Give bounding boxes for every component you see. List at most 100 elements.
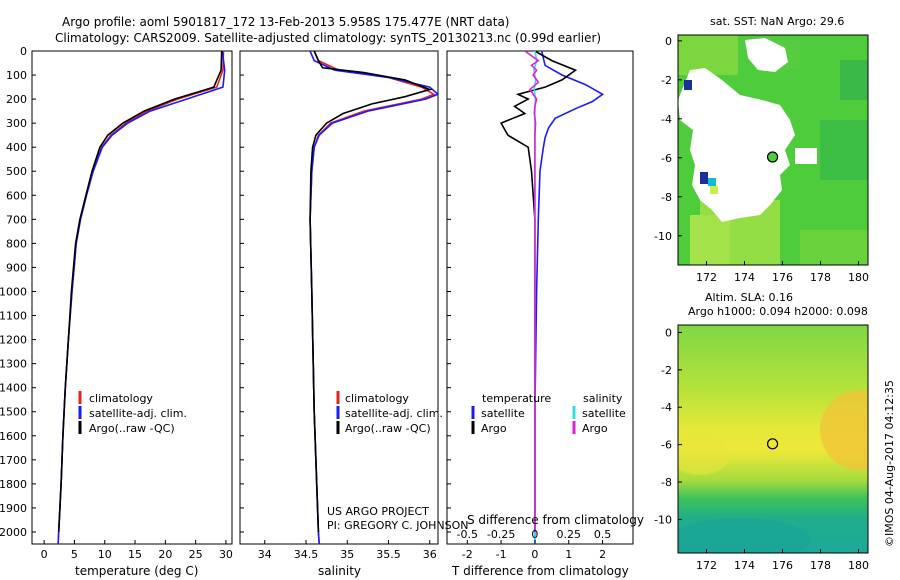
- legend-t-argo: Argo: [481, 422, 507, 435]
- map-x-tick-label: 178: [810, 559, 831, 572]
- depth-tick-label: 1500: [0, 406, 27, 419]
- difference-xlabel: T difference from climatology: [451, 564, 629, 578]
- map-y-tick-label: -4: [661, 401, 672, 414]
- s-tick-label: 0.25: [556, 528, 581, 541]
- difference-legend: temperature salinity satellite Argo sate…: [471, 392, 626, 435]
- legend-s-satellite: satellite: [582, 407, 626, 420]
- depth-tick-label: 1000: [0, 285, 27, 298]
- legend-argo: Argo(..raw -QC): [89, 422, 175, 435]
- difference-series: [499, 51, 605, 544]
- map-y-tick-label: -8: [661, 476, 672, 489]
- legend-satellite: satellite-adj. clim.: [89, 407, 187, 420]
- depth-tick-label: 200: [6, 93, 27, 106]
- depth-axis: 0 100 200 300 400 500 600 700 800 900 1000 1100 1200…: [0, 45, 451, 539]
- depth-tick-label: 1200: [0, 334, 27, 347]
- x-tick-label: -1: [496, 548, 507, 561]
- temperature-xlabel: temperature (deg C): [75, 564, 198, 578]
- salinity-legend: climatology satellite-adj. clim. Argo(..…: [336, 391, 443, 435]
- map-y-tick-label: -8: [661, 191, 672, 204]
- depth-tick-label: 300: [6, 117, 27, 130]
- salinity-panel: [239, 50, 439, 545]
- difference-panel: [446, 50, 634, 545]
- series-line-climatology: [309, 51, 436, 544]
- legend-climatology: climatology: [345, 392, 409, 405]
- x-tick-label: -2: [462, 548, 473, 561]
- map2-title-line1: Altim. SLA: 0.16: [705, 291, 793, 304]
- depth-tick-label: 1600: [0, 430, 27, 443]
- x-tick-label: 35: [340, 548, 354, 561]
- depth-tick-label: 600: [6, 189, 27, 202]
- x-tick-label: 25: [189, 548, 203, 561]
- x-tick-label: 15: [128, 548, 142, 561]
- map2-float-marker: [766, 438, 779, 450]
- map2-axes: 172 174 176 178 180 0 -2 -4 -6 -8 -10: [654, 326, 869, 572]
- series-line-s-argo: [524, 51, 540, 532]
- difference-xticks: -2 -1 0 1 2 -0.5 -0.25 0 0.25 0.5: [457, 528, 612, 561]
- map-y-tick-label: -10: [654, 230, 672, 243]
- map1-frame: [677, 34, 869, 266]
- map-x-tick-label: 180: [848, 271, 869, 284]
- series-line-t-argo: [499, 51, 578, 532]
- x-tick-label: 1: [565, 548, 572, 561]
- x-tick-label: 36: [423, 548, 437, 561]
- x-tick-label: 0: [41, 548, 48, 561]
- s-tick-label: 0.5: [594, 528, 612, 541]
- map-x-tick-label: 176: [772, 271, 793, 284]
- legend-argo: Argo(..raw -QC): [345, 422, 431, 435]
- header-line-1: Argo profile: aoml 5901817_172 13-Feb-20…: [62, 15, 509, 29]
- temperature-legend: climatology satellite-adj. clim. Argo(..…: [78, 391, 187, 435]
- s-tick-label: -0.5: [457, 528, 478, 541]
- depth-tick-label: 500: [6, 165, 27, 178]
- depth-tick-label: 800: [6, 237, 27, 250]
- legend-t-satellite: satellite: [481, 407, 525, 420]
- map-x-tick-label: 174: [734, 271, 755, 284]
- x-tick-label: 34.5: [294, 548, 319, 561]
- difference-top-xlabel: S difference from climatology: [467, 513, 644, 527]
- map-y-tick-label: 0: [665, 326, 672, 339]
- map-y-tick-label: 0: [665, 35, 672, 48]
- temperature-panel: [31, 50, 233, 545]
- temperature-series: [57, 51, 226, 544]
- depth-tick-label: 2000: [0, 526, 27, 539]
- series-line-argo-raw-qc-: [57, 51, 223, 533]
- x-tick-label: 34: [258, 548, 272, 561]
- x-tick-label: 35.5: [376, 548, 401, 561]
- footer-credit: ©IMOS 04-Aug-2017 04:12:35: [883, 380, 896, 547]
- map2-frame: [677, 324, 869, 554]
- map2-image: [678, 325, 868, 553]
- map-y-tick-label: -6: [661, 152, 672, 165]
- depth-tick-label: 1100: [0, 310, 27, 323]
- s-tick-label: -0.25: [487, 528, 515, 541]
- salinity-series: [309, 51, 438, 544]
- x-tick-label: 2: [599, 548, 606, 561]
- map1-float-marker: [766, 151, 779, 163]
- depth-tick-label: 400: [6, 141, 27, 154]
- depth-tick-label: 700: [6, 213, 27, 226]
- map-x-tick-label: 172: [696, 559, 717, 572]
- depth-tick-label: 100: [6, 69, 27, 82]
- temperature-xticks: 0 5 10 15 20 25 30: [41, 540, 233, 561]
- x-tick-label: 10: [98, 548, 112, 561]
- map-x-tick-label: 174: [734, 559, 755, 572]
- series-line-satellite-adj-clim-: [309, 51, 438, 544]
- x-tick-label: 30: [219, 548, 233, 561]
- map-x-tick-label: 180: [848, 559, 869, 572]
- map-x-tick-label: 176: [772, 559, 793, 572]
- map1-image: [678, 35, 868, 265]
- legend-s-argo: Argo: [582, 422, 608, 435]
- map1-axes: 172 174 176 178 180 0 -2 -4 -6 -8 -10: [654, 35, 869, 284]
- depth-tick-label: 1400: [0, 382, 27, 395]
- map2-title-line2: Argo h1000: 0.094 h2000: 0.098: [688, 305, 868, 318]
- map-x-tick-label: 178: [810, 271, 831, 284]
- pi-line: PI: GREGORY C. JOHNSON: [327, 519, 468, 532]
- map-x-tick-label: 172: [696, 271, 717, 284]
- x-tick-label: 5: [71, 548, 78, 561]
- map-y-tick-label: -2: [661, 364, 672, 377]
- map-y-tick-label: -2: [661, 74, 672, 87]
- depth-tick-label: 1700: [0, 454, 27, 467]
- salinity-xlabel: salinity: [318, 564, 361, 578]
- header-line-2: Climatology: CARS2009. Satellite-adjuste…: [55, 31, 601, 45]
- map-y-tick-label: -6: [661, 439, 672, 452]
- legend-climatology: climatology: [89, 392, 153, 405]
